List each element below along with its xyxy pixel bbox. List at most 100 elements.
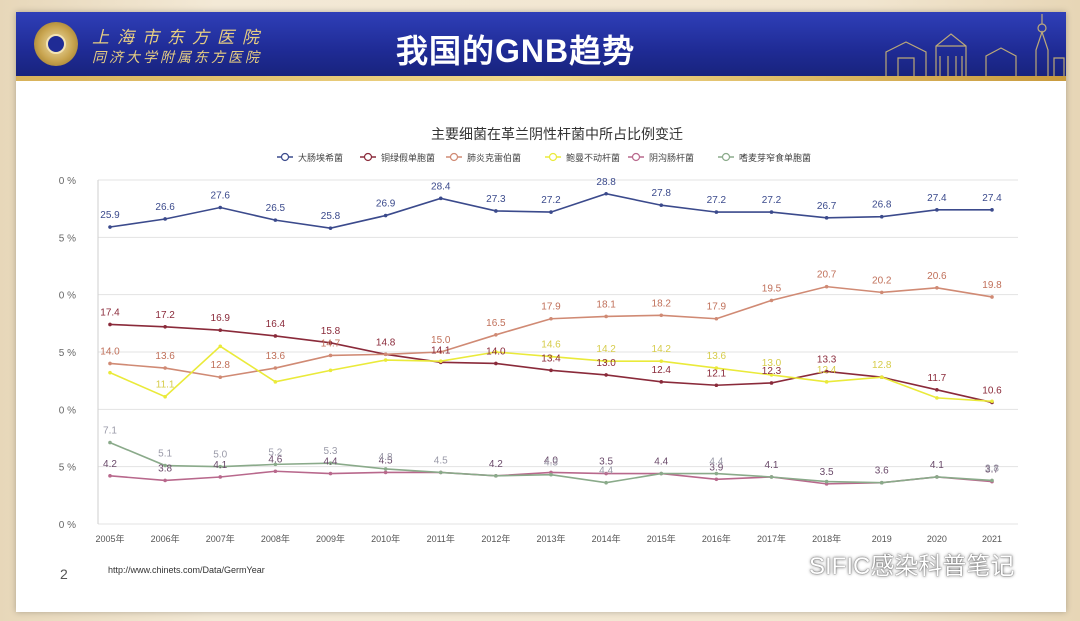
data-label: 13.6 [266,351,286,362]
watermark-text: SIFIC感染科普笔记 [809,553,1015,580]
legend-marker [449,152,459,162]
data-label: 12.3 [762,366,782,377]
x-tick-label: 2007年 [206,533,235,544]
data-point [218,475,223,479]
data-label: 4.1 [213,460,227,471]
data-point [328,226,333,230]
data-point [604,373,608,377]
data-point [935,396,939,400]
x-tick-label: 2018年 [812,533,841,544]
data-label: 11.1 [156,380,175,391]
data-point [494,333,498,337]
data-label: 12.8 [872,360,892,371]
data-label: 27.4 [927,193,947,204]
data-label: 14.1 [431,345,451,356]
data-point [990,478,994,483]
hospital-affiliation: 同济大学附属东方医院 [92,50,262,66]
source-url: http://www.chinets.com/Data/GermYear [108,565,265,575]
data-point [659,313,664,318]
data-point [604,359,608,363]
header-gold-rule [16,76,1066,81]
data-point [824,380,829,384]
data-point [549,368,553,373]
data-point [549,354,553,359]
data-label: 14.7 [321,338,341,349]
x-tick-label: 2010年 [371,533,400,544]
legend-marker [280,152,290,162]
data-label: 4.4 [599,466,613,477]
data-point [824,479,829,484]
data-point [494,209,498,213]
data-label: 25.8 [321,211,341,222]
data-point [383,358,388,362]
data-point [714,383,719,388]
data-label: 16.5 [486,318,506,329]
x-tick-label: 2012年 [481,533,510,544]
data-point [879,290,884,295]
data-point [714,316,719,321]
data-label: 20.2 [872,275,892,286]
data-point [383,213,388,218]
data-point [163,217,167,221]
data-label: 27.6 [211,191,231,202]
data-point [438,350,443,354]
data-label: 16.4 [266,319,286,330]
data-label: 4.6 [268,454,282,465]
data-point [604,191,608,196]
data-point [659,471,664,476]
data-label: 4.3 [544,458,558,469]
data-point [163,394,167,399]
data-point [659,380,664,384]
legend-label: 铜绿假单胞菌 [381,152,435,163]
slide: 上海市东方医院 同济大学附属东方医院 我国的GNB趋势 [16,12,1066,612]
data-point [108,225,112,229]
x-tick-label: 2019 [872,534,892,544]
city-skyline-icon [885,14,1065,76]
data-point [714,471,719,476]
data-label: 3.7 [985,465,999,476]
chart-grid [97,179,1018,525]
data-label: 14.0 [486,346,506,357]
x-tick-label: 2011年 [427,533,455,544]
y-tick-label: 5 % [59,463,76,474]
data-point [769,475,774,479]
data-point [935,285,939,290]
hospital-logo-icon [34,22,78,66]
chart-title: 主要细菌在革兰阴性杆菌中所占比例变迁 [431,126,683,142]
data-point [108,440,112,445]
data-point [438,359,443,363]
data-point [935,388,939,392]
data-label: 19.8 [982,280,1002,291]
x-tick-label: 2013年 [536,533,565,544]
data-point [494,474,498,478]
data-point [328,353,333,358]
data-label: 4.0 [544,455,558,466]
data-label: 16.9 [211,313,231,324]
x-tick-label: 2005年 [95,533,124,544]
data-label: 3.5 [599,457,613,468]
data-label: 13.0 [596,358,616,369]
data-label: 3.8 [985,463,999,474]
data-label: 26.6 [155,202,175,213]
x-tick-label: 2021 [982,534,1002,544]
data-point [328,341,333,345]
data-label: 4.5 [434,455,448,466]
data-label: 11.7 [928,373,947,384]
legend-label: 阴沟肠杆菌 [649,152,694,163]
data-label: 5.2 [268,447,282,458]
data-point [549,210,553,214]
x-tick-label: 2015年 [647,533,676,544]
data-label: 13.6 [155,351,175,362]
x-tick-label: 2014年 [592,533,621,544]
data-point [218,375,223,380]
data-point [383,352,388,357]
data-label: 25.9 [100,210,120,221]
data-point [824,216,829,220]
x-tick-label: 2009年 [316,533,345,544]
data-point [218,205,223,210]
data-point [438,470,443,475]
data-point [824,369,829,374]
x-tick-label: 2020 [927,534,947,544]
